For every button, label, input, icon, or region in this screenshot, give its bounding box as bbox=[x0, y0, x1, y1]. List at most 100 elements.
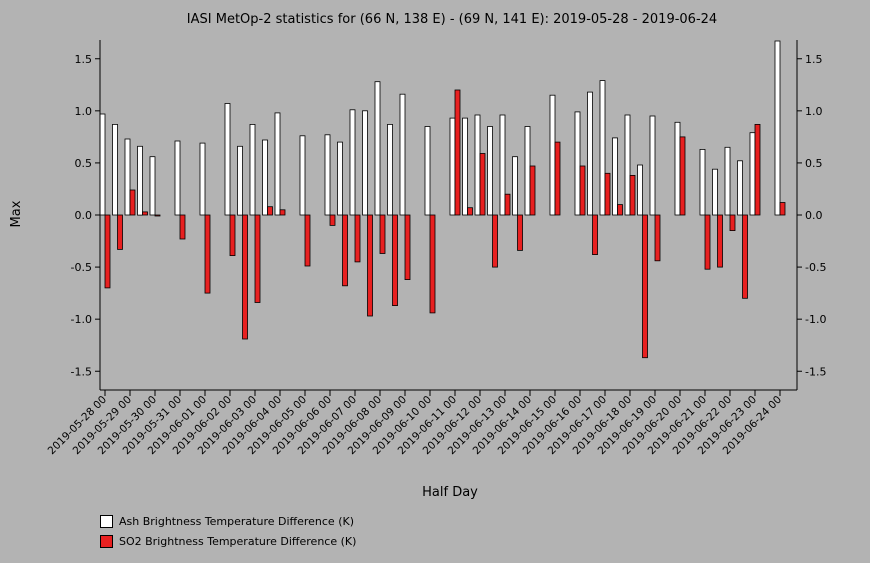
ash-bar bbox=[649, 115, 656, 216]
y-tick-label-left: 0.0 bbox=[75, 209, 93, 222]
so2-bar bbox=[554, 141, 561, 216]
ash-bar bbox=[349, 109, 356, 216]
y-tick-label-left: -0.5 bbox=[71, 261, 92, 274]
so2-bar bbox=[492, 214, 498, 268]
legend: Ash Brightness Temperature Difference (K… bbox=[100, 513, 356, 553]
x-axis-label: Half Day bbox=[422, 485, 478, 500]
so2-bar bbox=[454, 89, 461, 216]
ash-bar bbox=[249, 124, 256, 216]
ash-bar bbox=[149, 156, 156, 216]
ash-bar bbox=[549, 94, 556, 216]
legend-swatch-ash bbox=[100, 514, 113, 528]
so2-bar bbox=[717, 214, 723, 268]
so2-bar bbox=[342, 214, 348, 287]
so2-bar bbox=[179, 214, 186, 240]
ash-bar bbox=[674, 121, 681, 216]
ash-bar bbox=[387, 124, 393, 216]
axes-group: 1.5 1.5 1.0 1.0 0.5 0.5 0.0 0.0 -0.5 -0.5 -1.0 -1.0… bbox=[46, 40, 826, 457]
ash-bar bbox=[424, 126, 431, 216]
ash-bar bbox=[699, 148, 706, 216]
ash-bar bbox=[449, 117, 456, 216]
so2-bar bbox=[367, 214, 373, 317]
so2-bar bbox=[279, 209, 286, 216]
y-tick-label-left: 1.0 bbox=[75, 105, 93, 118]
so2-bar bbox=[267, 206, 273, 216]
bars-group bbox=[99, 40, 786, 359]
so2-bar bbox=[204, 214, 211, 294]
ash-bar bbox=[624, 114, 631, 216]
ash-bar bbox=[112, 124, 118, 216]
so2-bar bbox=[229, 214, 236, 256]
ash-bar bbox=[737, 160, 743, 216]
so2-bar bbox=[604, 172, 611, 216]
ash-bar bbox=[362, 110, 368, 216]
so2-bar bbox=[404, 214, 411, 280]
so2-bar bbox=[654, 214, 661, 262]
ash-bar bbox=[599, 80, 606, 216]
y-tick-label-left: 1.5 bbox=[75, 53, 93, 66]
ash-bar bbox=[574, 111, 581, 216]
ash-bar bbox=[462, 117, 468, 216]
y-axis-label: Max bbox=[9, 200, 24, 227]
legend-label-so2: SO2 Brightness Temperature Difference (K… bbox=[119, 534, 357, 548]
ash-bar bbox=[224, 103, 231, 216]
y-tick-label-right: -0.5 bbox=[805, 261, 826, 274]
ash-bar bbox=[524, 126, 531, 216]
ash-bar bbox=[399, 93, 406, 216]
legend-item-ash: Ash Brightness Temperature Difference (K… bbox=[100, 513, 356, 529]
y-tick-label-left: -1.0 bbox=[71, 313, 92, 326]
ash-bar bbox=[512, 156, 518, 216]
ash-bar bbox=[774, 40, 781, 216]
so2-bar bbox=[704, 214, 711, 270]
legend-item-so2: SO2 Brightness Temperature Difference (K… bbox=[100, 533, 356, 549]
ash-bar bbox=[274, 112, 281, 216]
so2-bar bbox=[754, 124, 761, 216]
ash-bar bbox=[174, 140, 181, 216]
legend-swatch-so2 bbox=[100, 534, 113, 548]
so2-bar bbox=[504, 193, 511, 216]
ash-bar bbox=[337, 141, 343, 216]
ash-bar bbox=[712, 168, 718, 216]
so2-bar bbox=[379, 214, 386, 254]
so2-bar bbox=[617, 204, 623, 216]
ash-bar bbox=[137, 145, 143, 216]
so2-bar bbox=[517, 214, 523, 251]
y-tick-label-right: 1.5 bbox=[805, 53, 823, 66]
so2-bar bbox=[429, 214, 436, 314]
so2-bar bbox=[679, 136, 686, 216]
ash-bar bbox=[124, 138, 131, 216]
so2-bar bbox=[742, 214, 748, 299]
y-tick-label-right: -1.0 bbox=[805, 313, 826, 326]
ash-bar bbox=[637, 164, 643, 216]
so2-bar bbox=[354, 214, 361, 263]
y-tick-label-right: 0.5 bbox=[805, 157, 823, 170]
so2-bar bbox=[129, 189, 136, 216]
so2-bar bbox=[479, 153, 486, 216]
so2-bar bbox=[529, 165, 536, 216]
so2-bar bbox=[254, 214, 261, 303]
so2-bar bbox=[629, 174, 636, 216]
ash-bar bbox=[262, 139, 268, 216]
so2-bar bbox=[104, 214, 111, 289]
ash-bar bbox=[612, 137, 618, 216]
so2-bar bbox=[392, 214, 398, 306]
so2-bar bbox=[779, 202, 786, 216]
chart-title: IASI MetOp-2 statistics for (66 N, 138 E… bbox=[187, 12, 717, 27]
so2-bar bbox=[117, 214, 123, 250]
so2-bar bbox=[467, 207, 473, 216]
so2-bar bbox=[642, 214, 648, 359]
ash-bar bbox=[487, 126, 493, 216]
ash-bar bbox=[474, 114, 481, 216]
y-tick-label-left: 0.5 bbox=[75, 157, 93, 170]
y-tick-label-left: -1.5 bbox=[71, 365, 92, 378]
ash-bar bbox=[587, 91, 593, 216]
ash-bar bbox=[237, 145, 243, 216]
ash-bar bbox=[499, 114, 506, 216]
legend-label-ash: Ash Brightness Temperature Difference (K… bbox=[119, 514, 354, 528]
so2-bar bbox=[329, 214, 336, 226]
so2-bar bbox=[242, 214, 248, 340]
so2-bar bbox=[729, 214, 736, 232]
ash-bar bbox=[99, 113, 106, 216]
so2-bar bbox=[154, 214, 161, 217]
